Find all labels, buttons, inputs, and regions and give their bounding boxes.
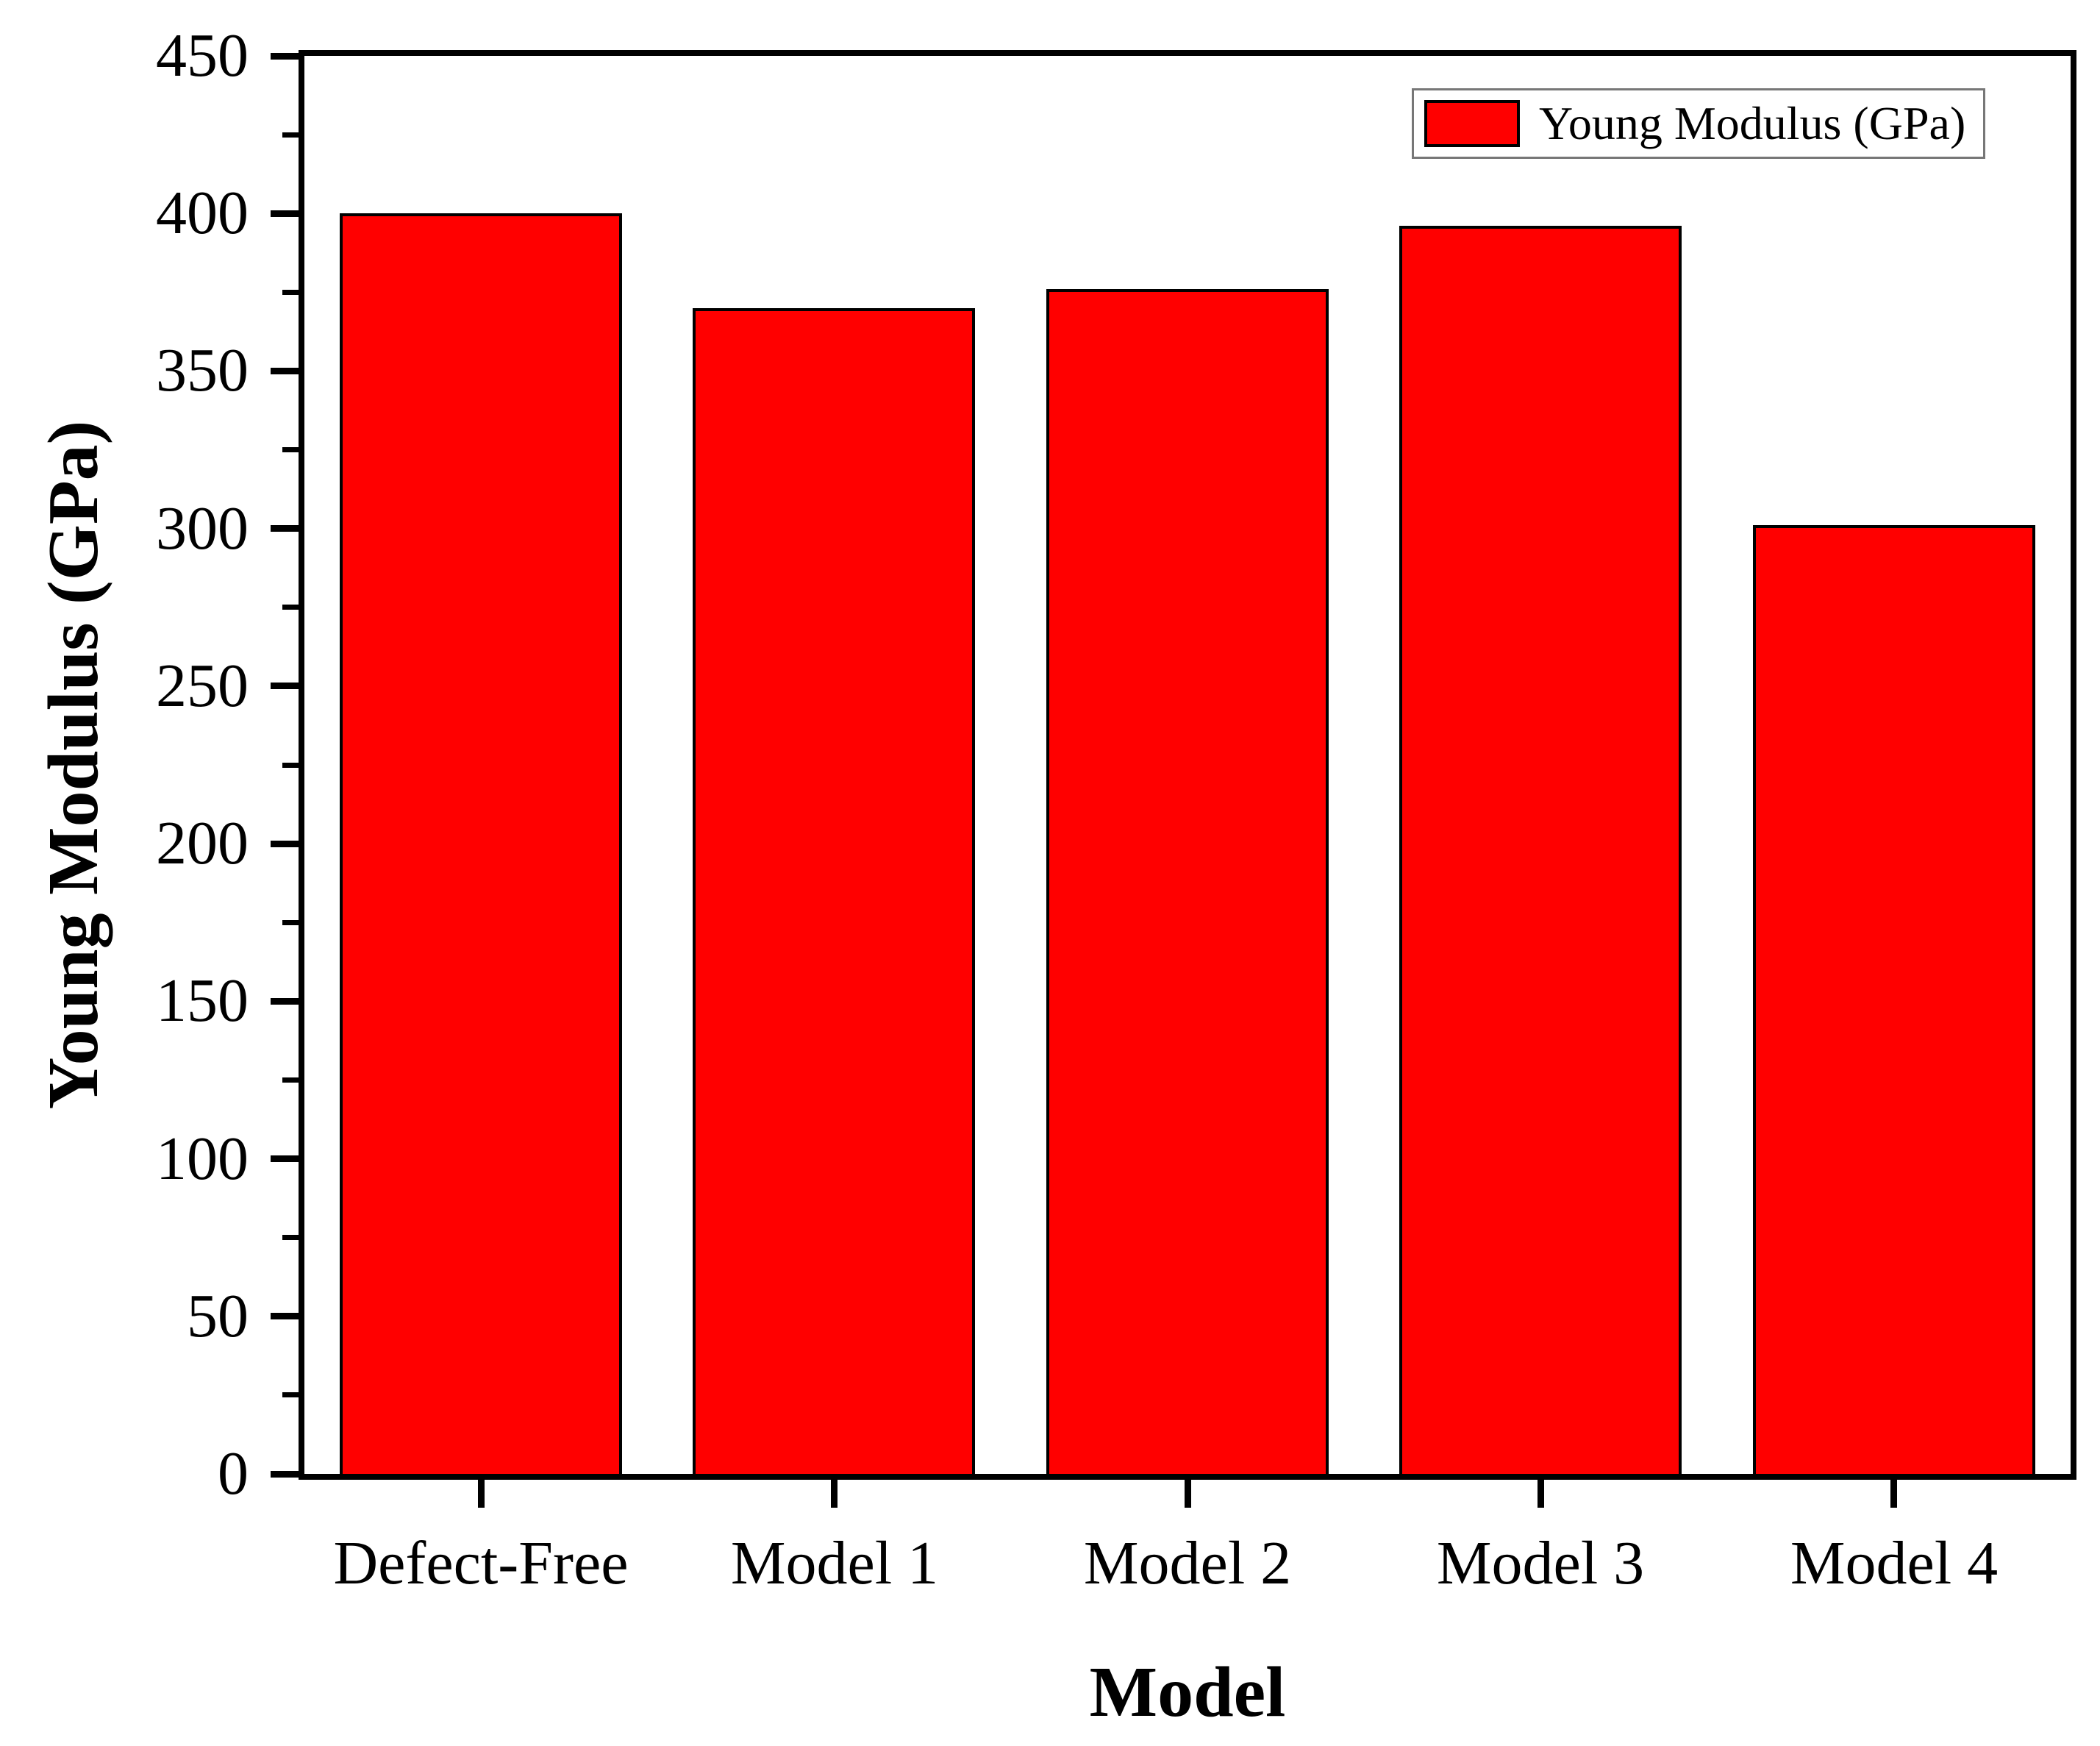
legend: Young Modulus (GPa) bbox=[1412, 88, 1985, 159]
x-axis-category-label: Model 2 bbox=[1083, 1529, 1292, 1597]
y-axis-tick-label: 300 bbox=[156, 494, 249, 563]
y-axis-tick-label: 250 bbox=[156, 652, 249, 720]
legend-label: Young Modulus (GPa) bbox=[1539, 97, 1966, 149]
bar-model-4 bbox=[1753, 525, 2035, 1474]
bar-model-1 bbox=[693, 308, 975, 1474]
y-axis-minor-tick bbox=[282, 1235, 299, 1240]
y-axis-major-tick bbox=[271, 841, 299, 847]
y-axis-major-tick bbox=[271, 1313, 299, 1319]
y-axis-minor-tick bbox=[282, 132, 299, 138]
y-axis-tick-label: 450 bbox=[156, 21, 249, 90]
bar-model-2 bbox=[1046, 289, 1329, 1474]
y-axis-tick-label: 0 bbox=[218, 1439, 249, 1508]
y-axis-minor-tick bbox=[282, 920, 299, 925]
x-axis-tick bbox=[1890, 1480, 1897, 1508]
y-axis-tick-label: 150 bbox=[156, 966, 249, 1035]
y-axis-tick-label: 50 bbox=[187, 1282, 249, 1350]
y-axis-tick-label: 200 bbox=[156, 809, 249, 877]
x-axis-category-label: Defect-Free bbox=[333, 1529, 629, 1597]
x-axis-tick bbox=[1185, 1480, 1191, 1508]
y-axis-title: Young Modulus (GPa) bbox=[34, 420, 113, 1110]
y-axis-tick-label: 350 bbox=[156, 336, 249, 405]
y-axis-major-tick bbox=[271, 1155, 299, 1162]
y-axis-major-tick bbox=[271, 525, 299, 532]
plot-area bbox=[299, 50, 2076, 1480]
y-axis-major-tick bbox=[271, 210, 299, 217]
x-axis-tick bbox=[831, 1480, 838, 1508]
x-axis-tick bbox=[1538, 1480, 1544, 1508]
y-axis-minor-tick bbox=[282, 447, 299, 452]
x-axis-category-label: Model 4 bbox=[1790, 1529, 1999, 1597]
x-axis-category-label: Model 3 bbox=[1436, 1529, 1645, 1597]
legend-swatch bbox=[1424, 100, 1520, 147]
y-axis-tick-label: 400 bbox=[156, 179, 249, 247]
bar-model-3 bbox=[1399, 226, 1682, 1474]
bar-defect-free bbox=[340, 213, 622, 1474]
y-axis-major-tick bbox=[271, 683, 299, 689]
x-axis-title: Model bbox=[1089, 1653, 1286, 1732]
y-axis-minor-tick bbox=[282, 605, 299, 610]
y-axis-minor-tick bbox=[282, 290, 299, 295]
y-axis-minor-tick bbox=[282, 1077, 299, 1083]
x-axis-tick bbox=[478, 1480, 485, 1508]
y-axis-major-tick bbox=[271, 368, 299, 374]
y-axis-minor-tick bbox=[282, 763, 299, 768]
y-axis-major-tick bbox=[271, 53, 299, 60]
y-axis-major-tick bbox=[271, 998, 299, 1005]
y-axis-major-tick bbox=[271, 1471, 299, 1478]
x-axis-category-label: Model 1 bbox=[730, 1529, 939, 1597]
y-axis-minor-tick bbox=[282, 1392, 299, 1397]
y-axis-tick-label: 100 bbox=[156, 1125, 249, 1193]
